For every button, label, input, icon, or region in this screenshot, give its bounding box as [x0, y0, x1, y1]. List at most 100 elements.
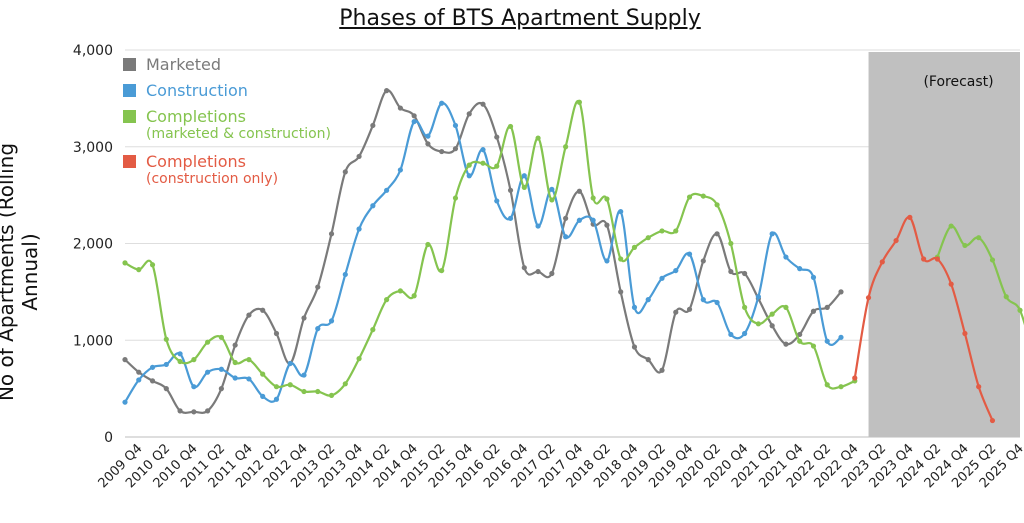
data-point: [287, 360, 293, 367]
data-point: [466, 111, 472, 117]
data-point: [205, 339, 211, 345]
data-point: [191, 409, 197, 415]
legend-swatch: [123, 58, 136, 71]
data-point: [631, 244, 638, 250]
data-point: [590, 217, 596, 223]
y-tick-label: 0: [104, 430, 113, 446]
data-point: [645, 357, 651, 363]
legend-swatch: [123, 110, 136, 123]
data-point: [370, 327, 376, 333]
y-tick-label: 2,000: [73, 237, 113, 253]
data-point: [893, 237, 899, 244]
data-point: [246, 312, 252, 318]
data-point: [659, 275, 665, 281]
data-point: [1003, 294, 1009, 300]
data-point: [673, 228, 679, 234]
data-point: [191, 357, 197, 363]
data-point: [631, 304, 638, 310]
data-point: [480, 101, 486, 107]
data-point: [769, 311, 775, 317]
data-point: [521, 173, 527, 179]
data-point: [149, 364, 156, 370]
data-point: [576, 99, 582, 105]
data-point: [852, 375, 858, 381]
data-point: [700, 258, 706, 264]
data-point: [797, 266, 803, 272]
data-point: [328, 392, 335, 398]
data-point: [962, 330, 968, 337]
data-point: [260, 371, 266, 377]
data-point: [177, 358, 183, 365]
data-point: [342, 381, 348, 387]
data-point: [466, 162, 472, 168]
data-point: [838, 334, 844, 340]
data-point: [797, 338, 803, 344]
data-point: [549, 270, 555, 277]
data-point: [576, 217, 582, 223]
data-point: [260, 393, 266, 399]
data-point: [163, 336, 169, 342]
data-point: [480, 160, 486, 166]
data-point: [783, 304, 789, 310]
data-point: [604, 222, 610, 228]
data-point: [549, 197, 555, 203]
data-point: [989, 417, 996, 424]
data-point: [742, 270, 748, 277]
data-point: [315, 284, 321, 290]
data-point: [700, 297, 706, 303]
data-point: [260, 307, 266, 313]
data-point: [246, 376, 252, 382]
data-point: [769, 323, 775, 329]
data-point: [934, 256, 940, 262]
data-point: [494, 134, 500, 140]
data-point: [218, 334, 224, 340]
legend-swatch: [123, 155, 136, 168]
data-point: [273, 384, 280, 390]
data-point: [659, 367, 665, 373]
data-point: [425, 133, 431, 139]
data-point: [205, 369, 211, 375]
data-point: [563, 215, 569, 221]
data-point: [466, 173, 472, 179]
data-point: [328, 318, 335, 324]
data-point: [370, 122, 376, 129]
data-point: [122, 357, 128, 363]
data-point: [507, 123, 514, 130]
data-point: [370, 203, 376, 209]
data-point: [714, 231, 720, 237]
data-point: [301, 315, 307, 321]
data-point: [673, 267, 679, 274]
data-point: [356, 226, 362, 232]
data-point: [356, 153, 362, 160]
data-point: [273, 396, 280, 402]
y-tick-label: 1,000: [73, 333, 113, 349]
data-point: [480, 147, 486, 153]
data-point: [411, 113, 417, 119]
data-point: [549, 186, 555, 192]
data-point: [576, 188, 582, 194]
data-point: [356, 356, 362, 362]
data-point: [590, 195, 596, 201]
data-point: [411, 293, 417, 299]
data-point: [136, 369, 142, 375]
data-point: [439, 100, 445, 106]
data-point: [659, 228, 665, 234]
data-point: [976, 235, 982, 241]
data-point: [824, 338, 830, 344]
data-point: [177, 351, 183, 357]
legend-label: Completions: [146, 152, 246, 171]
data-point: [384, 297, 390, 303]
data-point: [425, 241, 431, 248]
data-point: [535, 223, 541, 229]
data-point: [163, 361, 169, 368]
data-point: [604, 196, 610, 202]
data-point: [287, 382, 293, 388]
data-point: [673, 309, 679, 315]
data-point: [714, 299, 720, 306]
data-point: [686, 306, 693, 312]
data-point: [838, 289, 844, 295]
data-point: [728, 240, 734, 247]
data-point: [742, 330, 748, 337]
data-point: [342, 271, 348, 278]
data-point: [439, 148, 445, 155]
